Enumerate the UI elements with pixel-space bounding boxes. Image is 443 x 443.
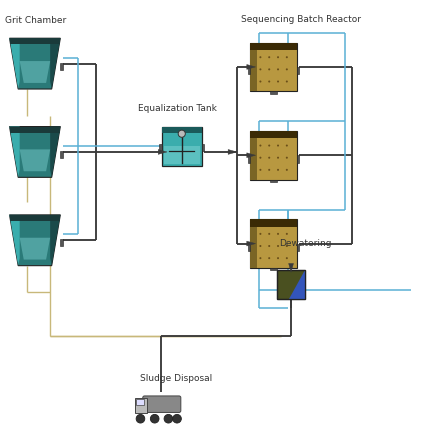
Circle shape <box>268 157 270 159</box>
Polygon shape <box>10 127 60 177</box>
Circle shape <box>260 68 261 70</box>
Text: Grit Chamber: Grit Chamber <box>5 16 66 25</box>
Bar <box>277 270 305 299</box>
Polygon shape <box>19 238 50 260</box>
Circle shape <box>286 257 288 259</box>
Circle shape <box>260 157 261 159</box>
Bar <box>270 179 276 182</box>
Text: Dewatering: Dewatering <box>279 239 331 248</box>
Circle shape <box>268 257 270 259</box>
Circle shape <box>286 157 288 159</box>
Circle shape <box>286 56 288 58</box>
Bar <box>277 270 305 299</box>
Bar <box>202 144 204 151</box>
Circle shape <box>277 144 279 147</box>
Polygon shape <box>50 215 60 266</box>
Bar <box>162 127 202 132</box>
Polygon shape <box>289 270 305 299</box>
Polygon shape <box>10 38 19 89</box>
Bar <box>10 215 60 221</box>
Polygon shape <box>19 61 50 83</box>
Circle shape <box>260 245 261 247</box>
Bar <box>162 127 202 166</box>
Circle shape <box>136 414 145 423</box>
Circle shape <box>260 257 261 259</box>
Bar <box>248 155 250 163</box>
Circle shape <box>277 81 279 82</box>
Polygon shape <box>247 241 256 246</box>
Bar <box>136 399 144 405</box>
Bar <box>296 155 299 163</box>
Circle shape <box>268 68 270 70</box>
FancyBboxPatch shape <box>143 396 181 412</box>
Bar <box>248 67 250 74</box>
Bar <box>250 131 296 138</box>
Polygon shape <box>10 215 60 266</box>
Circle shape <box>277 68 279 70</box>
Bar <box>296 67 299 74</box>
Bar <box>10 38 60 44</box>
Text: Equalization Tank: Equalization Tank <box>138 104 217 113</box>
Polygon shape <box>228 150 237 154</box>
Polygon shape <box>10 127 19 177</box>
Circle shape <box>286 169 288 171</box>
Circle shape <box>164 414 173 423</box>
Bar <box>250 219 296 226</box>
Circle shape <box>286 245 288 247</box>
Polygon shape <box>10 38 60 89</box>
Circle shape <box>268 169 270 171</box>
Circle shape <box>286 81 288 82</box>
Circle shape <box>268 245 270 247</box>
Bar <box>159 144 162 151</box>
Bar <box>60 62 63 70</box>
Circle shape <box>286 233 288 235</box>
Circle shape <box>260 56 261 58</box>
Circle shape <box>178 130 185 137</box>
Polygon shape <box>289 264 293 272</box>
Circle shape <box>277 169 279 171</box>
Circle shape <box>173 414 181 423</box>
Polygon shape <box>50 127 60 177</box>
Circle shape <box>277 245 279 247</box>
Circle shape <box>277 233 279 235</box>
Bar <box>270 91 276 93</box>
Bar <box>10 127 60 132</box>
Text: Sludge Disposal: Sludge Disposal <box>140 374 212 383</box>
Circle shape <box>277 157 279 159</box>
Bar <box>164 147 200 164</box>
Circle shape <box>260 144 261 147</box>
Circle shape <box>277 257 279 259</box>
Circle shape <box>268 81 270 82</box>
Bar <box>136 398 147 412</box>
Circle shape <box>286 144 288 147</box>
Bar <box>250 43 256 91</box>
Circle shape <box>268 56 270 58</box>
Circle shape <box>277 56 279 58</box>
Bar <box>250 43 296 50</box>
Bar <box>270 268 276 270</box>
Circle shape <box>286 68 288 70</box>
Polygon shape <box>19 149 50 171</box>
Circle shape <box>260 81 261 82</box>
Circle shape <box>268 233 270 235</box>
Bar <box>296 244 299 251</box>
Text: Sequencing Batch Reactor: Sequencing Batch Reactor <box>241 15 361 23</box>
Bar <box>250 219 256 268</box>
Polygon shape <box>247 65 256 70</box>
Polygon shape <box>50 38 60 89</box>
Polygon shape <box>158 150 167 154</box>
Bar <box>250 43 296 91</box>
Bar <box>60 239 63 246</box>
Bar <box>60 151 63 158</box>
Bar <box>248 244 250 251</box>
Polygon shape <box>10 215 19 266</box>
Circle shape <box>150 414 159 423</box>
Bar <box>250 131 296 179</box>
Circle shape <box>260 233 261 235</box>
Polygon shape <box>247 153 256 158</box>
Circle shape <box>268 144 270 147</box>
Bar <box>250 219 296 268</box>
Bar <box>250 131 256 179</box>
Circle shape <box>260 169 261 171</box>
